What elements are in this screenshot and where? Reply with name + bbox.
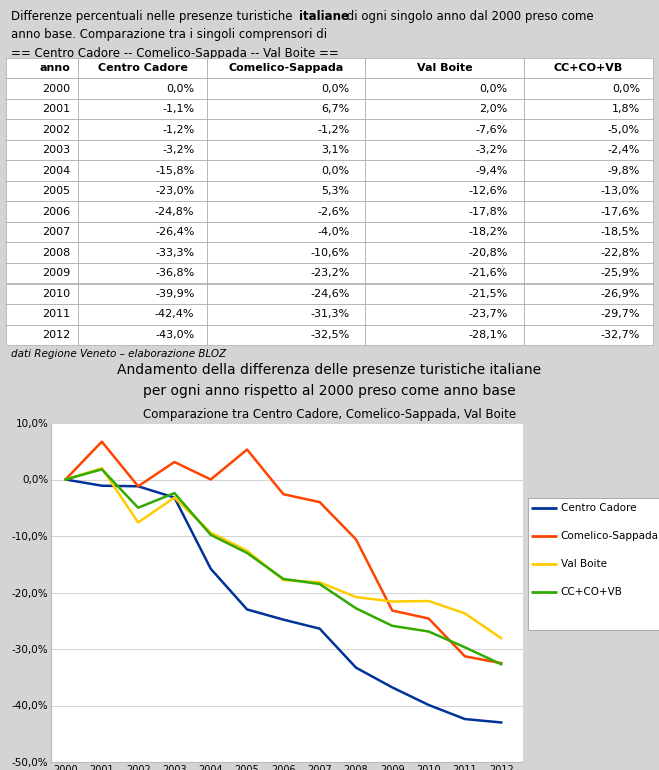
Text: italiane: italiane	[299, 10, 349, 23]
Text: Andamento della differenza delle presenze turistiche italiane: Andamento della differenza delle presenz…	[117, 363, 542, 377]
Text: Comelico-Sappada: Comelico-Sappada	[561, 531, 658, 541]
Text: CC+CO+VB: CC+CO+VB	[561, 587, 623, 597]
Text: Val Boite: Val Boite	[561, 559, 607, 569]
Text: Centro Cadore: Centro Cadore	[561, 503, 636, 513]
Text: Comparazione tra Centro Cadore, Comelico-Sappada, Val Boite: Comparazione tra Centro Cadore, Comelico…	[143, 408, 516, 421]
Text: di ogni singolo anno dal 2000 preso come: di ogni singolo anno dal 2000 preso come	[343, 10, 594, 23]
Text: anno base. Comparazione tra i singoli comprensori di: anno base. Comparazione tra i singoli co…	[11, 28, 328, 42]
Text: dati Regione Veneto – elaborazione BLOZ: dati Regione Veneto – elaborazione BLOZ	[11, 349, 226, 359]
Text: == Centro Cadore -- Comelico-Sappada -- Val Boite ==: == Centro Cadore -- Comelico-Sappada -- …	[11, 46, 339, 59]
Text: per ogni anno rispetto al 2000 preso come anno base: per ogni anno rispetto al 2000 preso com…	[143, 384, 516, 398]
Text: Differenze percentuali nelle presenze turistiche: Differenze percentuali nelle presenze tu…	[11, 10, 297, 23]
